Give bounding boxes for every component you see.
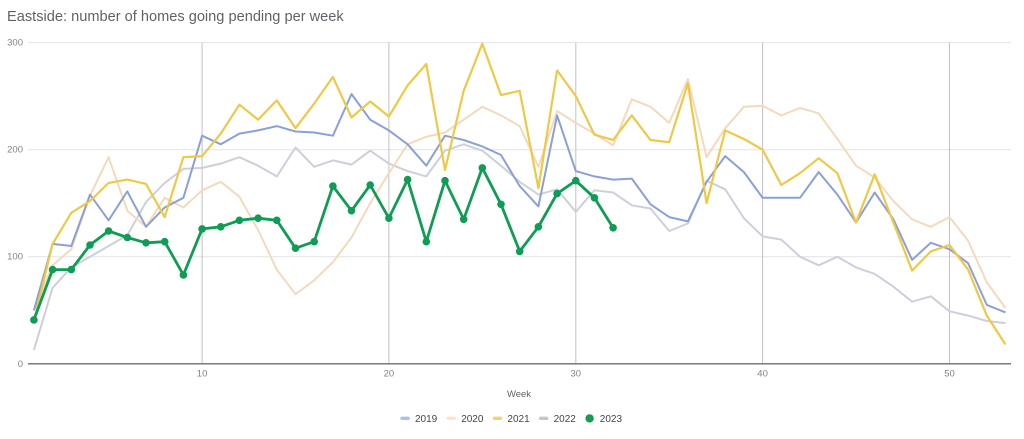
svg-text:50: 50 xyxy=(944,369,955,380)
svg-text:100: 100 xyxy=(7,252,23,263)
svg-text:2019: 2019 xyxy=(415,414,438,425)
svg-text:Week: Week xyxy=(507,389,531,400)
svg-text:Eastside: number of homes goin: Eastside: number of homes going pending … xyxy=(7,9,344,25)
svg-text:20: 20 xyxy=(384,369,395,380)
svg-text:10: 10 xyxy=(197,369,208,380)
svg-text:200: 200 xyxy=(7,145,23,156)
svg-text:30: 30 xyxy=(571,369,582,380)
svg-text:2020: 2020 xyxy=(461,414,484,425)
svg-text:0: 0 xyxy=(18,359,23,370)
svg-text:2021: 2021 xyxy=(507,414,530,425)
svg-text:40: 40 xyxy=(757,369,768,380)
svg-text:2022: 2022 xyxy=(554,414,577,425)
svg-text:2023: 2023 xyxy=(600,414,623,425)
svg-text:300: 300 xyxy=(7,38,23,49)
